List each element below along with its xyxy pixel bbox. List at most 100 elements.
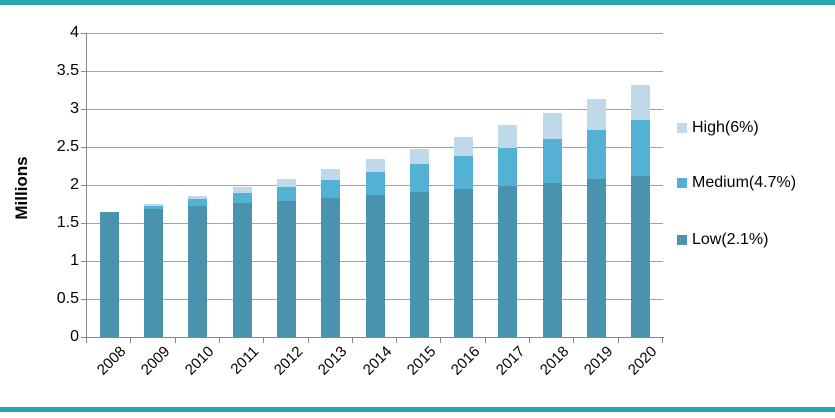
y-tick-label: 2 — [70, 176, 79, 193]
y-tick-label: 1 — [70, 252, 79, 269]
bar-segment-medium — [542, 138, 562, 183]
y-axis-tick — [81, 109, 86, 110]
x-axis-tick — [174, 338, 176, 343]
bar-segment-medium — [321, 179, 341, 198]
x-axis-line — [86, 337, 664, 338]
top-accent-bar — [0, 0, 835, 5]
bar-segment-low — [631, 175, 651, 337]
x-axis-tick — [396, 338, 398, 343]
bar-segment-low — [188, 206, 208, 337]
bar-segment-medium — [631, 119, 651, 176]
y-tick-label: 0.5 — [56, 290, 79, 307]
bar-segment-low — [365, 194, 385, 337]
x-axis-tick — [307, 338, 309, 343]
bar-segment-medium — [188, 199, 208, 207]
y-axis-tick — [81, 147, 86, 148]
x-axis-tick — [484, 338, 486, 343]
x-axis-tick — [218, 338, 220, 343]
bar-segment-high — [631, 84, 651, 120]
x-category-label: 2009 — [137, 343, 174, 379]
x-category-label: 2011 — [227, 343, 263, 378]
x-category-label: 2015 — [403, 343, 440, 379]
legend-swatch-high — [677, 122, 687, 133]
bar-segment-medium — [587, 129, 607, 179]
gridline — [87, 109, 663, 110]
y-axis-tick — [81, 185, 86, 186]
bottom-accent-bar — [0, 407, 835, 412]
bar-segment-high — [409, 148, 429, 165]
y-tick-label: 4 — [70, 24, 79, 41]
x-category-label: 2019 — [580, 343, 617, 379]
bar-segment-low — [232, 203, 252, 337]
bar-segment-low — [454, 188, 474, 337]
bar-segment-high — [587, 99, 607, 130]
x-axis-tick — [440, 338, 442, 343]
x-category-label: 2010 — [182, 343, 218, 379]
y-axis-tick — [81, 299, 86, 300]
bar-segment-low — [587, 178, 607, 337]
y-axis-tick — [81, 337, 86, 338]
x-axis-tick — [573, 338, 575, 343]
legend-label-low: Low(2.1%) — [692, 231, 769, 248]
y-axis-line — [86, 33, 87, 338]
bar-segment-high — [365, 159, 385, 173]
x-axis-tick — [617, 338, 619, 343]
x-category-label: 2017 — [492, 343, 528, 379]
y-tick-label: 1.5 — [56, 214, 79, 231]
x-category-label: 2014 — [359, 343, 396, 379]
legend-label-medium: Medium(4.7%) — [692, 174, 797, 191]
legend-row-low: Low(2.1%) — [677, 230, 768, 249]
legend-row-high: High(6%) — [677, 118, 759, 137]
bar-segment-medium — [276, 186, 296, 201]
y-axis-title: Millions — [12, 156, 31, 220]
legend-swatch-low — [677, 234, 687, 245]
y-axis-tick — [81, 71, 86, 72]
x-category-label: 2020 — [625, 343, 661, 379]
bar-segment-high — [232, 187, 252, 194]
bar-segment-low — [143, 209, 163, 337]
x-category-label: 2018 — [536, 343, 573, 379]
y-tick-label: 3 — [70, 100, 79, 117]
x-axis-tick — [130, 338, 132, 343]
bar-segment-low — [498, 185, 518, 337]
y-axis-tick — [81, 261, 86, 262]
bar-segment-high — [498, 124, 518, 148]
bar-segment-high — [321, 169, 341, 180]
bar-segment-medium — [409, 164, 429, 192]
x-axis-tick — [86, 338, 87, 343]
x-axis-tick — [263, 338, 265, 343]
gridline — [87, 33, 663, 34]
gridline — [87, 147, 663, 148]
y-tick-label: 3.5 — [56, 62, 79, 79]
bar-segment-low — [321, 197, 341, 337]
bar-segment-low — [409, 191, 429, 337]
x-category-label: 2008 — [93, 343, 130, 379]
y-axis-tick — [81, 223, 86, 224]
bar-segment-low — [99, 211, 119, 337]
bar-segment-high — [143, 204, 163, 206]
bar-segment-low — [276, 200, 296, 337]
x-axis-tick — [351, 338, 353, 343]
legend-row-medium: Medium(4.7%) — [677, 173, 796, 192]
x-category-label: 2016 — [448, 343, 484, 379]
x-category-label: 2012 — [270, 343, 307, 379]
bar-segment-high — [188, 196, 208, 200]
legend-swatch-medium — [677, 177, 687, 188]
bar-segment-medium — [232, 193, 252, 204]
bar-segment-medium — [454, 156, 474, 189]
bar-segment-high — [276, 178, 296, 187]
y-tick-label: 2.5 — [56, 138, 79, 155]
gridline — [87, 71, 663, 72]
bar-segment-medium — [365, 172, 385, 195]
legend-label-high: High(6%) — [692, 119, 759, 136]
bar-segment-high — [542, 112, 562, 139]
y-tick-label: 0 — [70, 328, 79, 345]
bar-segment-medium — [498, 147, 518, 186]
bar-segment-high — [454, 137, 474, 157]
x-axis-tick — [662, 338, 663, 343]
x-axis-tick — [529, 338, 531, 343]
y-axis-tick — [81, 33, 86, 34]
bar-segment-low — [542, 182, 562, 337]
x-category-label: 2013 — [315, 343, 351, 379]
